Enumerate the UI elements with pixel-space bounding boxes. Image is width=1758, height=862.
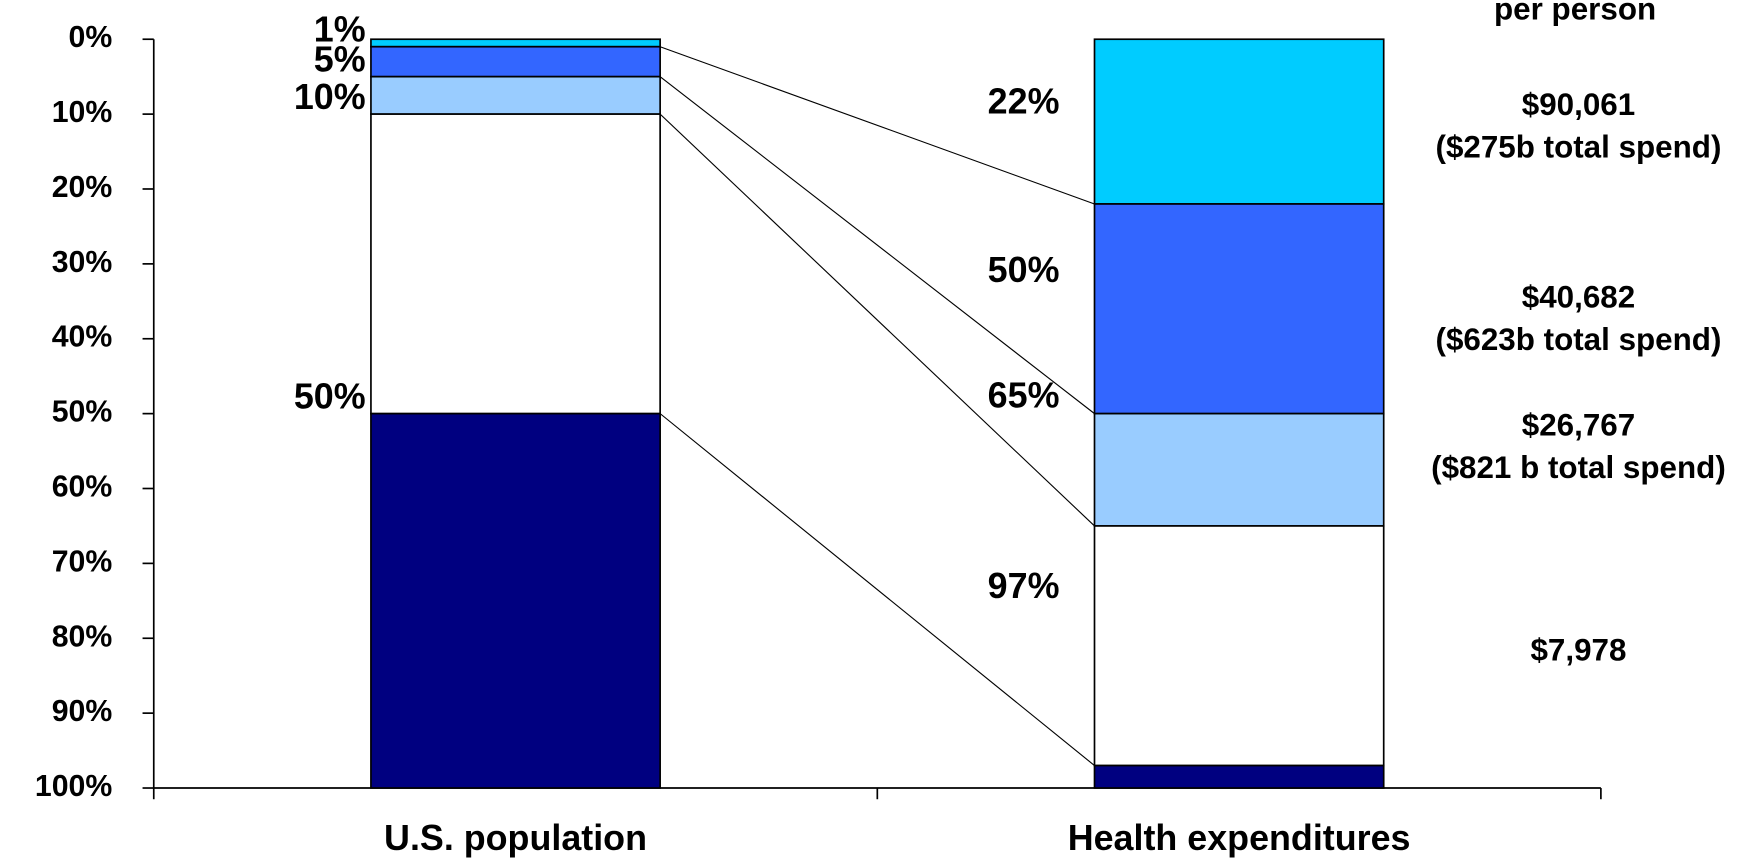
bar-segment xyxy=(1093,203,1385,415)
annotation: ($623b total spend) xyxy=(1436,322,1722,357)
bar-segment xyxy=(1093,525,1385,767)
y-tick-label: 20% xyxy=(52,171,113,204)
expenditure-label: 65% xyxy=(988,375,1060,415)
bar-segment xyxy=(370,113,661,415)
annotation: $40,682 xyxy=(1522,280,1635,315)
y-tick-label: 80% xyxy=(52,620,113,653)
x-tick-label: U.S. population xyxy=(384,818,647,858)
population-label: 50% xyxy=(294,377,366,417)
y-tick-label: 100% xyxy=(35,770,112,803)
annotation: $26,767 xyxy=(1522,407,1635,442)
y-tick-label: 70% xyxy=(52,545,113,578)
y-tick-label: 60% xyxy=(52,471,113,504)
y-tick-label: 90% xyxy=(52,695,113,728)
right-title: per person xyxy=(1494,0,1656,27)
bar-segment xyxy=(1093,38,1385,205)
y-tick-label: 40% xyxy=(52,321,113,354)
bar-segment xyxy=(370,45,661,78)
bar-segment xyxy=(1093,412,1385,527)
population-label: 1% xyxy=(314,10,366,50)
expenditure-label: 97% xyxy=(988,566,1060,606)
bar-segment xyxy=(1093,764,1385,789)
bar-segment xyxy=(370,412,661,789)
y-tick-label: 30% xyxy=(52,246,113,279)
x-tick-label: Health expenditures xyxy=(1068,818,1411,858)
y-tick-label: 0% xyxy=(69,21,113,54)
connector xyxy=(659,76,1095,415)
annotation: ($275b total spend) xyxy=(1436,129,1722,164)
y-tick-label: 10% xyxy=(52,96,113,129)
connector xyxy=(659,113,1095,527)
annotation: $7,978 xyxy=(1530,633,1626,668)
annotation: $90,061 xyxy=(1522,87,1635,122)
bar-segment xyxy=(370,38,661,48)
connector xyxy=(659,46,1095,205)
population-label: 5% xyxy=(314,40,366,80)
connector xyxy=(659,413,1095,766)
annotation: ($821 b total spend) xyxy=(1431,450,1726,485)
y-tick-label: 50% xyxy=(52,396,113,429)
expenditure-label: 50% xyxy=(988,250,1060,290)
population-label: 10% xyxy=(294,77,366,117)
bar-segment xyxy=(370,75,661,115)
expenditure-label: 22% xyxy=(988,82,1060,122)
